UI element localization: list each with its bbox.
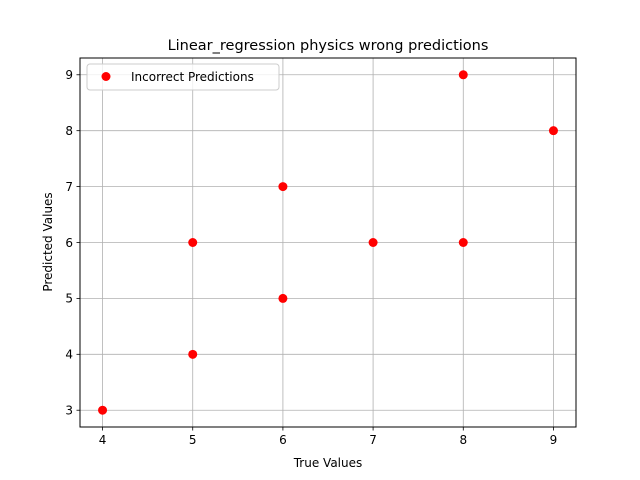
legend: Incorrect Predictions [86,63,280,91]
x-tick-label: 9 [550,433,558,447]
chart-title: Linear_regression physics wrong predicti… [168,38,489,54]
y-tick-label: 6 [65,236,73,250]
y-tick-label: 3 [65,404,73,418]
x-tick-label: 7 [369,433,377,447]
x-tick-label: 8 [459,433,467,447]
data-point [98,405,108,415]
data-points [98,70,558,415]
legend-marker [101,72,111,81]
data-point [458,70,468,80]
y-tick-label: 4 [65,348,73,362]
x-axis-label: True Values [293,456,363,470]
x-tick-label: 4 [99,433,107,447]
y-axis-label: Predicted Values [41,192,55,291]
data-point [368,238,378,247]
y-tick-label: 7 [65,180,73,194]
x-tick-label: 6 [279,433,287,447]
data-point [548,126,558,136]
x-axis-ticks: 4 5 6 7 8 9 [99,427,558,447]
y-axis-ticks: 3 4 5 6 7 8 9 [65,68,80,418]
legend-box [86,63,280,91]
y-tick-label: 8 [65,124,73,138]
data-point [188,349,198,359]
y-tick-label: 5 [65,292,73,306]
data-point [278,182,288,192]
data-point [188,238,198,247]
x-tick-label: 5 [189,433,197,447]
data-point [458,238,468,247]
y-tick-label: 9 [65,68,73,82]
legend-label: Incorrect Predictions [131,70,254,84]
data-point [278,293,288,303]
